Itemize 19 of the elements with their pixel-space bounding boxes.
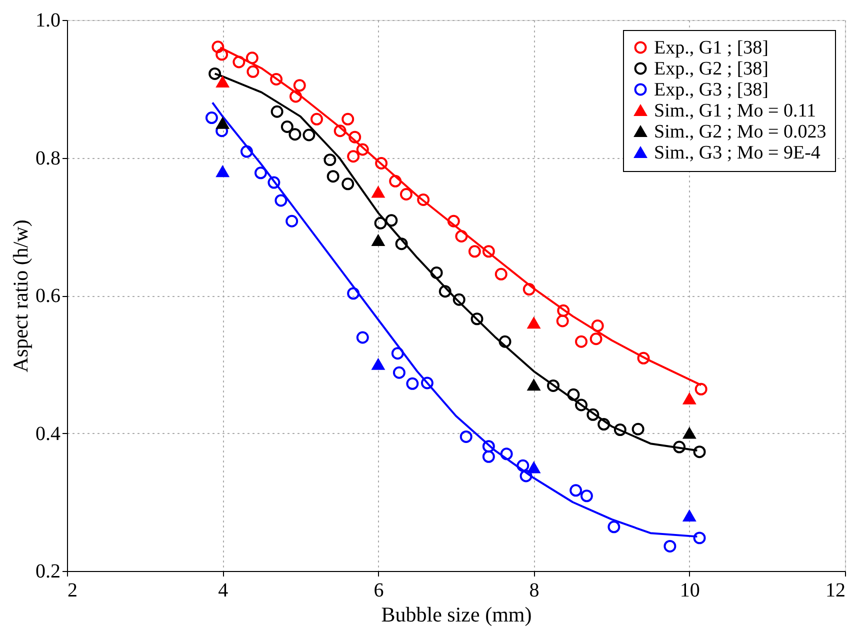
x-tick-label: 8 xyxy=(529,580,540,602)
y-axis-title: Aspect ratio (h/w) xyxy=(8,220,32,372)
x-tick-label: 6 xyxy=(374,580,384,602)
x-tick-label: 10 xyxy=(680,580,700,602)
legend-label: Sim., G2 ; Mo = 0.023 xyxy=(654,122,826,142)
x-tick-label: 4 xyxy=(218,580,228,602)
x-tick-label: 2 xyxy=(68,580,78,602)
y-tick-label: 0.4 xyxy=(36,422,60,445)
y-tick-label: 0.2 xyxy=(36,560,60,582)
legend-label: Exp., G1 ; [38] xyxy=(654,38,769,58)
x-tick-label: 12 xyxy=(826,580,846,602)
x-axis-title: Bubble size (mm) xyxy=(381,602,532,626)
legend-label: Exp., G3 ; [38] xyxy=(654,80,769,100)
y-tick-label: 0.6 xyxy=(36,285,60,307)
legend-label: Sim., G3 ; Mo = 9E-4 xyxy=(654,142,821,164)
legend-label: Exp., G2 ; [38] xyxy=(654,58,769,80)
y-tick-label: 0.8 xyxy=(36,147,60,170)
y-tick-label: 1.0 xyxy=(36,10,60,32)
legend-label: Sim., G1 ; Mo = 0.11 xyxy=(654,100,816,122)
